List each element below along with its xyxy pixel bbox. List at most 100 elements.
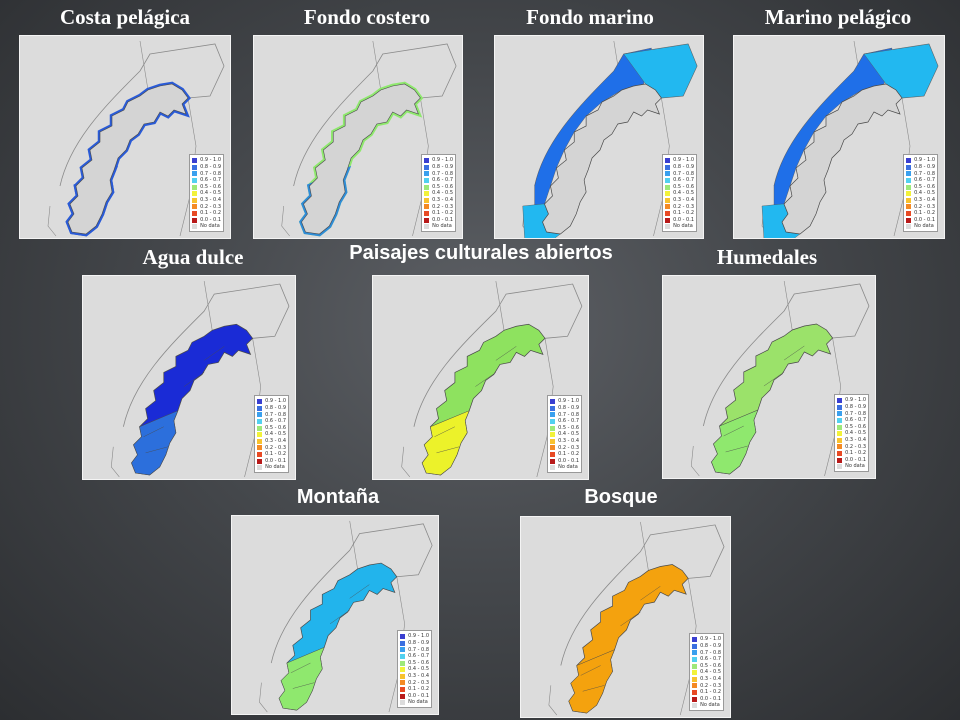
legend-label: 0.4 - 0.5 (408, 666, 429, 673)
norway-map (401, 280, 583, 478)
legend-swatch (424, 164, 430, 170)
legend-label: 0.5 - 0.6 (845, 423, 866, 430)
legend-swatch (550, 419, 556, 425)
legend-label: 0.9 - 1.0 (700, 636, 721, 643)
legend-label: No data (200, 223, 220, 230)
legend-entry: 0.2 - 0.3 (400, 680, 429, 687)
legend-entry: No data (192, 223, 221, 230)
legend-swatch (906, 164, 912, 170)
panel-title-fondo-marino: Fondo marino (526, 5, 654, 29)
norway-map (761, 40, 939, 238)
map-card: 0.9 - 1.0 0.8 - 0.9 0.7 - 0.8 0.6 - 0.7 0.5 … (19, 35, 231, 239)
legend-label: 0.3 - 0.4 (265, 438, 286, 445)
legend-swatch (257, 399, 263, 405)
legend-swatch (906, 224, 912, 230)
legend-entry: 0.4 - 0.5 (257, 431, 286, 438)
legend-entry: 0.3 - 0.4 (257, 438, 286, 445)
legend-entry: 0.4 - 0.5 (192, 190, 221, 197)
legend-swatch (665, 197, 671, 203)
map-card: 0.9 - 1.0 0.8 - 0.9 0.7 - 0.8 0.6 - 0.7 0.5 … (82, 275, 296, 480)
legend-swatch (192, 211, 198, 217)
legend-entry: 0.4 - 0.5 (837, 430, 866, 437)
legend-label: 0.7 - 0.8 (432, 170, 453, 177)
legend-label: 0.5 - 0.6 (700, 662, 721, 669)
legend-swatch (906, 217, 912, 223)
legend-label: 0.2 - 0.3 (265, 444, 286, 451)
legend-entry: 0.5 - 0.6 (400, 660, 429, 667)
legend-entry: 0.4 - 0.5 (906, 190, 935, 197)
legend-entry: 0.8 - 0.9 (192, 164, 221, 171)
legend-entry: 0.6 - 0.7 (906, 177, 935, 184)
legend-swatch (400, 700, 406, 706)
legend-label: 0.4 - 0.5 (845, 430, 866, 437)
legend-swatch (424, 197, 430, 203)
legend-label: 0.1 - 0.2 (432, 210, 453, 217)
legend-label: 0.4 - 0.5 (200, 190, 221, 197)
legend-entry: 0.2 - 0.3 (192, 204, 221, 211)
legend-entry: 0.1 - 0.2 (192, 210, 221, 217)
legend-entry: 0.1 - 0.2 (665, 210, 694, 217)
map-card: 0.9 - 1.0 0.8 - 0.9 0.7 - 0.8 0.6 - 0.7 0.5 … (372, 275, 589, 480)
legend-swatch (692, 690, 698, 696)
map-legend: 0.9 - 1.0 0.8 - 0.9 0.7 - 0.8 0.6 - 0.7 0.5 … (834, 394, 869, 472)
panel-title-bosque: Bosque (584, 486, 658, 508)
legend-label: 0.5 - 0.6 (265, 424, 286, 431)
legend-swatch (424, 224, 430, 230)
legend-swatch (692, 650, 698, 656)
legend-label: 0.8 - 0.9 (914, 164, 935, 171)
legend-label: 0.5 - 0.6 (432, 183, 453, 190)
legend-entry: 0.8 - 0.9 (400, 640, 429, 647)
legend-entry: 0.0 - 0.1 (192, 217, 221, 224)
legend-swatch (837, 444, 843, 450)
legend-label: No data (432, 223, 452, 230)
legend-entry: 0.9 - 1.0 (665, 157, 694, 164)
legend-swatch (192, 191, 198, 197)
legend-swatch (665, 217, 671, 223)
legend-entry: No data (692, 702, 721, 709)
legend-label: 0.8 - 0.9 (845, 404, 866, 411)
legend-swatch (692, 670, 698, 676)
legend-label: No data (408, 699, 428, 706)
legend-entry: 0.9 - 1.0 (424, 157, 453, 164)
legend-entry: 0.8 - 0.9 (550, 405, 579, 412)
legend-entry: 0.0 - 0.1 (837, 457, 866, 464)
legend-swatch (665, 178, 671, 184)
legend-label: 0.1 - 0.2 (408, 686, 429, 693)
legend-label: 0.7 - 0.8 (700, 649, 721, 656)
legend-swatch (692, 676, 698, 682)
legend-label: 0.3 - 0.4 (408, 673, 429, 680)
legend-swatch (692, 703, 698, 709)
legend-entry: 0.5 - 0.6 (424, 184, 453, 191)
legend-entry: 0.7 - 0.8 (665, 171, 694, 178)
norway-map (110, 280, 290, 478)
legend-label: 0.2 - 0.3 (700, 682, 721, 689)
legend-swatch (837, 398, 843, 404)
legend-swatch (906, 197, 912, 203)
legend-swatch (400, 660, 406, 666)
legend-swatch (400, 673, 406, 679)
legend-label: 0.8 - 0.9 (200, 164, 221, 171)
legend-entry: 0.4 - 0.5 (692, 669, 721, 676)
legend-swatch (837, 457, 843, 463)
legend-label: 0.6 - 0.7 (845, 417, 866, 424)
legend-entry: 0.1 - 0.2 (692, 689, 721, 696)
legend-swatch (906, 191, 912, 197)
legend-swatch (424, 184, 430, 190)
legend-swatch (837, 451, 843, 457)
legend-label: 0.2 - 0.3 (845, 443, 866, 450)
legend-swatch (550, 465, 556, 471)
legend-entry: 0.9 - 1.0 (906, 157, 935, 164)
legend-swatch (692, 637, 698, 643)
legend-swatch (400, 654, 406, 660)
legend-swatch (550, 399, 556, 405)
legend-entry: 0.0 - 0.1 (424, 217, 453, 224)
legend-entry: 0.0 - 0.1 (257, 458, 286, 465)
legend-entry: No data (257, 464, 286, 471)
legend-entry: 0.2 - 0.3 (257, 445, 286, 452)
legend-swatch (424, 178, 430, 184)
legend-label: No data (845, 463, 865, 470)
legend-label: 0.6 - 0.7 (700, 656, 721, 663)
legend-entry: 0.8 - 0.9 (257, 405, 286, 412)
legend-swatch (257, 432, 263, 438)
map-card: 0.9 - 1.0 0.8 - 0.9 0.7 - 0.8 0.6 - 0.7 0.5 … (662, 275, 876, 479)
